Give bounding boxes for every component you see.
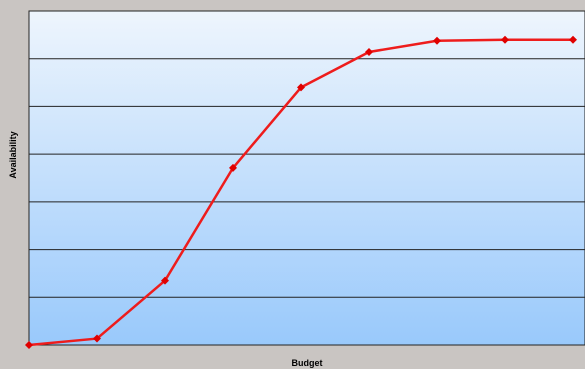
plot-area	[28, 10, 585, 346]
data-point	[229, 163, 237, 172]
data-point	[161, 276, 169, 285]
data-point	[297, 83, 305, 92]
x-axis-title: Budget	[292, 358, 323, 368]
data-point	[365, 47, 373, 56]
data-point	[569, 35, 577, 44]
series-markers	[25, 35, 577, 349]
data-point	[93, 334, 101, 343]
gridlines	[29, 58, 585, 298]
y-axis-title: Availability	[8, 131, 18, 178]
data-point	[501, 35, 509, 44]
data-point	[433, 36, 441, 45]
data-point	[25, 341, 33, 349]
